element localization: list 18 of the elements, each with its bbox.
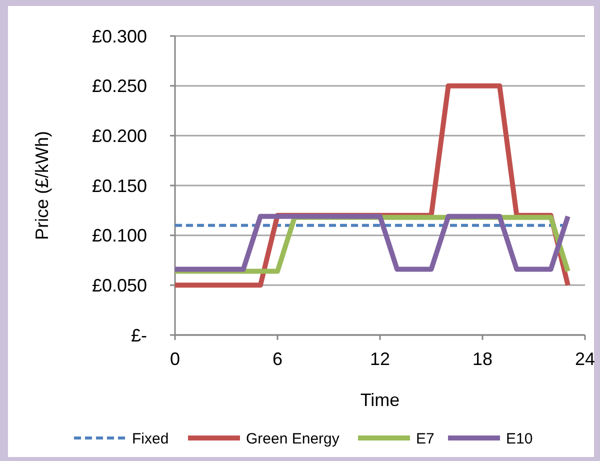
x-tick-label: 18 (472, 349, 493, 369)
y-tick-label: £0.050 (92, 275, 147, 296)
y-tick-label: £0.150 (92, 176, 147, 196)
x-tick-label: 12 (370, 349, 390, 369)
legend-label: E7 (416, 430, 434, 448)
y-tick-label: £0.300 (92, 26, 147, 46)
y-tick-label: £0.250 (92, 76, 147, 96)
x-axis-title: Time (360, 390, 400, 410)
legend-label: Fixed (132, 430, 169, 448)
legend-label: E10 (506, 430, 533, 448)
y-tick-label: £0.200 (92, 126, 147, 146)
legend-label: Green Energy (246, 430, 340, 448)
y-axis-title: Price (£/kWh) (32, 130, 52, 240)
x-tick-label: 6 (272, 349, 283, 369)
x-tick-label: 0 (170, 349, 180, 369)
y-tick-label: £- (130, 325, 147, 346)
y-tick-label: £0.100 (92, 226, 147, 246)
x-tick-label: 24 (574, 349, 596, 369)
